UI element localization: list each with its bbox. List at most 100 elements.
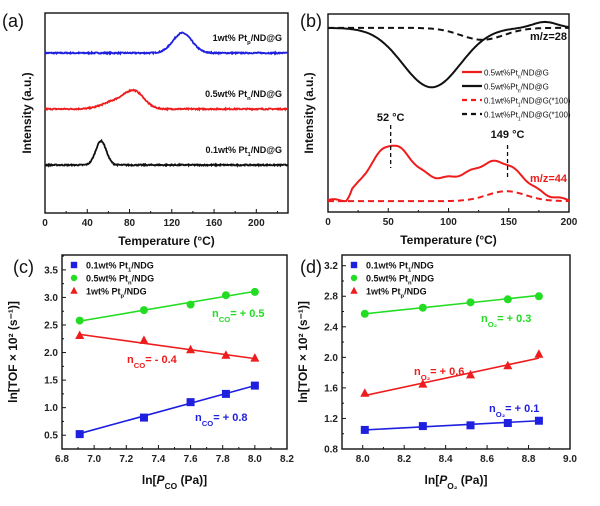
x-axis-label: Temperature (°C) (118, 234, 215, 248)
x-tick-label: 100 (440, 217, 457, 228)
data-point-triangle (466, 369, 476, 379)
data-point-triangle (350, 286, 358, 294)
data-point-circle (186, 300, 195, 309)
x-tick-label: 7.6 (184, 454, 198, 465)
x-tick-label: 80 (124, 218, 136, 229)
panel-label: (a) (2, 11, 24, 31)
y-tick-label: 1.2 (324, 414, 338, 425)
series-label: 0.1wt% Pt1/ND@G (205, 145, 282, 158)
fit-line (364, 419, 539, 431)
x-tick-label: 160 (206, 218, 223, 229)
plot-frame (61, 254, 288, 450)
reaction-order-label: nCO= + 0.8 (195, 412, 248, 428)
x-axis-label: ln[PO₂ (Pa)] (425, 473, 488, 491)
y-tick-label: 2.4 (324, 322, 338, 333)
data-point-triangle (186, 344, 196, 354)
x-tick-label: 50 (383, 217, 395, 228)
panel-label: (b) (300, 11, 322, 31)
x-tick-label: 0 (325, 217, 331, 228)
panel-label: (d) (300, 257, 322, 277)
legend-label: 0.5wt% Ptn/NDG (366, 274, 434, 287)
y-axis-label: Intensity (a.u.) (302, 72, 316, 153)
data-point-circle (221, 291, 230, 300)
peak-annotation: 149 °C (491, 129, 525, 141)
data-point-circle (70, 274, 78, 282)
y-tick-label: 3.0 (44, 293, 58, 304)
data-point-square (466, 421, 475, 430)
data-point-triangle (250, 353, 260, 362)
y-tick-label: 2.5 (44, 320, 58, 331)
data-point-circle (534, 292, 543, 301)
data-point-triangle (360, 388, 370, 397)
data-series-line (44, 88, 289, 112)
x-tick-label: 200 (248, 218, 265, 229)
y-axis-label: Intensity (a.u.) (20, 72, 34, 153)
data-point-square (503, 419, 512, 428)
y-tick-label: 1.6 (324, 383, 338, 394)
data-series-line (44, 138, 289, 168)
data-point-circle (418, 303, 427, 312)
reaction-order-label: nO₂= + 0.6 (414, 366, 464, 382)
data-point-circle (139, 306, 148, 315)
data-point-triangle (75, 330, 85, 339)
data-point-triangle (139, 335, 149, 344)
legend-label: 0.1wt% Pt1/NDG (86, 261, 154, 274)
x-axis-label: Temperature (°C) (400, 233, 497, 247)
plot-frame (44, 12, 289, 214)
x-tick-label: 8.8 (522, 454, 536, 465)
legend-label: 0.1wt%Pt1/ND@G(*100) (484, 97, 571, 109)
y-tick-label: 2.8 (324, 292, 338, 303)
data-point-square (350, 261, 358, 269)
reaction-order-label: nO₂= + 0.3 (481, 313, 531, 329)
panel-label: (c) (13, 257, 34, 277)
y-tick-label: 2.0 (44, 348, 58, 359)
data-point-square (186, 398, 195, 407)
x-tick-label: 6.8 (55, 454, 69, 465)
legend-label: 0.5wt%Ptn/ND@G (484, 83, 549, 95)
x-tick-label: 150 (500, 217, 517, 228)
y-tick-label: 1.0 (44, 403, 58, 414)
legend-label: 1wt% Ptp/NDG (366, 287, 427, 300)
data-point-triangle (70, 286, 78, 294)
data-point-square (75, 430, 84, 439)
x-tick-label: 7.2 (119, 454, 133, 465)
data-point-triangle (534, 349, 544, 358)
legend-label: 1wt% Ptp/NDG (86, 287, 147, 300)
data-series-line (44, 31, 289, 56)
fit-line (364, 294, 539, 315)
data-point-square (221, 389, 230, 398)
data-point-circle (503, 295, 512, 304)
legend-label: 0.5wt%Ptn/ND@G (484, 69, 549, 81)
x-tick-label: 40 (82, 218, 94, 229)
x-tick-label: 8.0 (248, 454, 262, 465)
data-point-circle (466, 298, 475, 307)
signal-label-mz44: m/z=44 (530, 173, 568, 185)
x-tick-label: 8.2 (397, 454, 411, 465)
x-tick-label: 8.2 (280, 454, 294, 465)
x-tick-label: 7.8 (216, 454, 230, 465)
x-axis-label: ln[PCO (Pa)] (142, 473, 207, 491)
x-tick-label: 9.0 (563, 454, 577, 465)
data-point-square (534, 416, 543, 425)
data-point-square (418, 422, 427, 431)
data-series-line (328, 190, 570, 203)
x-tick-label: 7.4 (151, 454, 165, 465)
y-axis-label: ln[TOF × 10² (s⁻¹)] (296, 301, 310, 403)
data-point-triangle (503, 360, 513, 370)
y-tick-label: 0.8 (324, 445, 338, 456)
y-tick-label: 0.5 (44, 431, 58, 442)
y-tick-label: 3.5 (44, 265, 58, 276)
x-tick-label: 200 (561, 217, 578, 228)
x-tick-label: 8.6 (480, 454, 494, 465)
signal-label-mz28: m/z=28 (530, 31, 567, 43)
reaction-order-label: nCO= - 0.4 (127, 354, 178, 370)
data-point-circle (350, 274, 358, 282)
data-point-square (360, 425, 369, 434)
panel-b: (b) 0 50 100 150 200 Temperature (°C) Intensity… (300, 11, 578, 247)
x-tick-label: 8.4 (439, 454, 453, 465)
y-tick-label: 3.2 (324, 261, 338, 272)
panel-c: (c) 6.8 7.0 7.2 7.4 7.6 7.8 8.0 8.2 0.5 1.0 1.5 2.0 2… (6, 254, 294, 491)
y-tick-label: 1.5 (44, 376, 58, 387)
data-series-line (327, 144, 570, 203)
